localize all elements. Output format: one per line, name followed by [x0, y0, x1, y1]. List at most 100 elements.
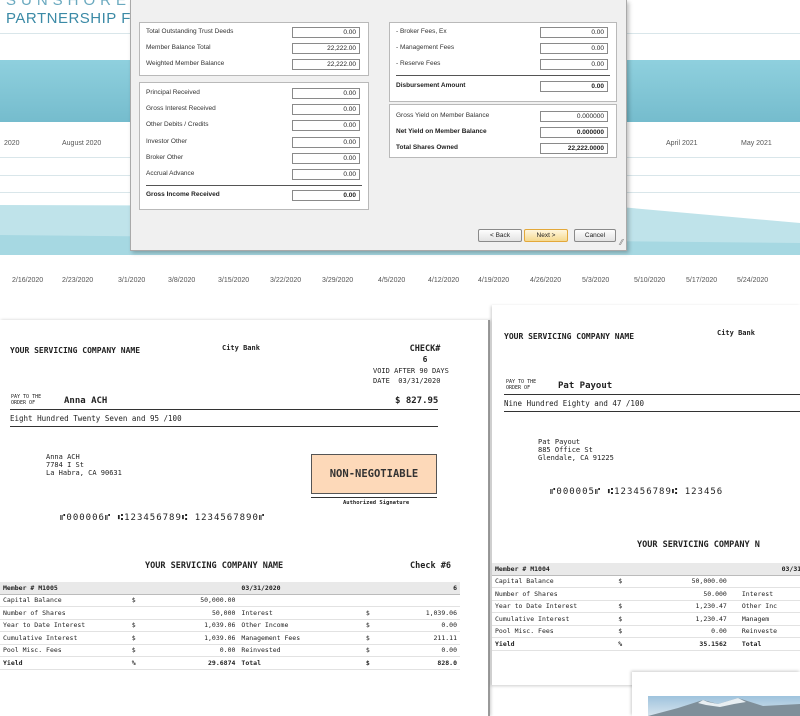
table-cell: $	[362, 606, 380, 620]
table-cell: 29.6874	[145, 656, 239, 670]
table-cell: Management Fees	[238, 631, 363, 645]
table-cell: Other Inc	[729, 600, 800, 613]
field-label: Member Balance Total	[146, 44, 211, 51]
table-cell	[379, 594, 460, 607]
yield-group: Gross Yield on Member Balance 0.000000 Net…	[389, 104, 617, 158]
table-cell: 1,230.47	[636, 600, 730, 613]
address-line: Pat Payout	[538, 438, 581, 446]
table-cell	[362, 594, 380, 607]
resize-grip-icon[interactable]: ⁄⁄	[620, 238, 623, 247]
payee-name: Anna ACH	[64, 396, 108, 406]
table-row: Capital Balance $50,000.00	[492, 575, 800, 588]
axis-date-label: 4/19/2020	[478, 277, 510, 284]
brand-logo-top: SUNSHORE	[6, 0, 132, 9]
gross-income-input[interactable]: 0.00	[292, 190, 360, 201]
table-row: Capital Balance $50,000.00	[0, 594, 460, 607]
address-line: 7784 I St	[46, 461, 84, 469]
table-cell: 1,039.06	[145, 619, 239, 632]
next-button[interactable]: Next >	[524, 229, 568, 242]
field-label: Disbursement Amount	[396, 82, 466, 89]
table-row: Year to Date Interest $1,039.06 Other Inco…	[0, 619, 460, 632]
signature-label: Authorized Signature	[343, 500, 410, 506]
address-line: Glendale, CA 91225	[538, 454, 614, 462]
field-value-input[interactable]: 0.000000	[540, 111, 608, 122]
void-notice: VOID AFTER 90 DAYS	[373, 367, 449, 375]
field-value-input[interactable]: 0.00	[292, 169, 360, 180]
table-cell: $	[362, 656, 380, 670]
check-stub-table: Member # M1005 03/31/2020 6 Capital Bala…	[0, 582, 460, 670]
check-stub-table: Member # M1004 03/31/2 Capital Balance$5…	[492, 563, 800, 651]
table-cell: Managem	[729, 612, 800, 626]
axis-date-label: 3/15/2020	[218, 277, 250, 284]
payee-name: Pat Payout	[558, 381, 613, 391]
separator-line	[146, 185, 362, 186]
check-amount: $ 827.95	[395, 396, 439, 406]
field-value-input[interactable]: 0.00	[292, 27, 360, 38]
field-row: Broker Other 0.00	[140, 152, 368, 167]
field-value-input[interactable]: 22,222.00	[292, 59, 360, 70]
field-label: Gross Interest Received	[146, 105, 216, 113]
axis-date-label: 2020	[4, 140, 20, 147]
field-value-input[interactable]: 22,222.00	[292, 43, 360, 54]
axis-date-label: 2/23/2020	[62, 277, 94, 284]
field-row: Principal Received 0.00	[140, 88, 368, 102]
table-cell: $	[615, 575, 637, 588]
axis-date-label: 3/29/2020	[322, 277, 354, 284]
table-cell: 0.00	[379, 644, 460, 657]
member-balance-group: Total Outstanding Trust Deeds 0.00 Member …	[139, 22, 369, 76]
field-label: - Management Fees	[396, 44, 455, 51]
field-value-input[interactable]: 0.00	[292, 88, 360, 99]
field-value-input[interactable]: 22,222.0000	[540, 143, 608, 154]
check-label: CHECK#	[409, 344, 441, 354]
table-cell: Number of Shares	[492, 587, 616, 601]
axis-date-label: 4/12/2020	[428, 277, 460, 284]
disbursement-input[interactable]: 0.00	[540, 81, 608, 92]
address-line: La Habra, CA 90631	[46, 469, 122, 477]
table-cell: Yield	[492, 637, 616, 651]
field-value-input[interactable]: 0.00	[540, 27, 608, 38]
photo-card	[632, 672, 800, 716]
axis-date-label: 5/17/2020	[686, 277, 718, 284]
field-value-input[interactable]: 0.00	[292, 120, 360, 132]
table-cell	[615, 587, 637, 601]
field-row: Net Yield on Member Balance 0.000000	[390, 127, 616, 141]
check-anna-ach: YOUR SERVICING COMPANY NAME City Bank CH…	[0, 320, 490, 716]
pay-to-label: PAY TO THE	[11, 394, 42, 400]
table-cell: 1,039.06	[145, 631, 239, 645]
field-value-input[interactable]: 0.00	[540, 59, 608, 70]
axis-date-label: May 2021	[741, 140, 772, 147]
field-value-input[interactable]: 0.00	[292, 152, 360, 164]
address-line: 885 Office St	[538, 446, 593, 454]
field-label: Gross Yield on Member Balance	[396, 112, 490, 119]
table-cell: Reinveste	[729, 625, 800, 638]
field-value-input[interactable]: 0.00	[292, 104, 360, 116]
axis-date-label: 3/1/2020	[118, 277, 146, 284]
address-line: Anna ACH	[46, 453, 80, 461]
table-row: Member # M1004 03/31/2	[492, 563, 800, 576]
field-value-input[interactable]: 0.000000	[540, 127, 608, 138]
field-label: Investor Other	[146, 137, 188, 145]
table-cell: 1,039.06	[379, 606, 460, 620]
table-row: Year to Date Interest $1,230.47 Other Inc	[492, 600, 800, 613]
table-cell: %	[128, 656, 146, 670]
table-cell: $	[615, 625, 637, 638]
table-cell: $	[362, 631, 380, 645]
field-value-input[interactable]: 0.00	[540, 43, 608, 54]
table-row: Cumulative Interest $1,039.06 Management F…	[0, 631, 460, 645]
cancel-button[interactable]: Cancel	[574, 229, 616, 242]
field-row: Total Outstanding Trust Deeds 0.00	[140, 27, 368, 41]
table-cell: $	[128, 594, 146, 607]
field-label: - Reserve Fees	[396, 60, 441, 67]
field-row: Other Debits / Credits 0.00	[140, 120, 368, 134]
table-cell: 211.11	[379, 631, 460, 645]
separator-line	[396, 75, 610, 76]
axis-date-label: 4/5/2020	[378, 277, 406, 284]
axis-date-label: April 2021	[666, 140, 698, 147]
table-cell: Total	[238, 656, 363, 670]
table-row: Yield% 29.6874 Total $828.0	[0, 656, 460, 670]
axis-date-label: 2/16/2020	[12, 277, 44, 284]
stub-member: Member # M1004	[492, 563, 616, 576]
field-value-input[interactable]: 0.00	[292, 136, 360, 148]
table-cell: 50.000	[636, 587, 730, 601]
back-button[interactable]: < Back	[478, 229, 522, 242]
